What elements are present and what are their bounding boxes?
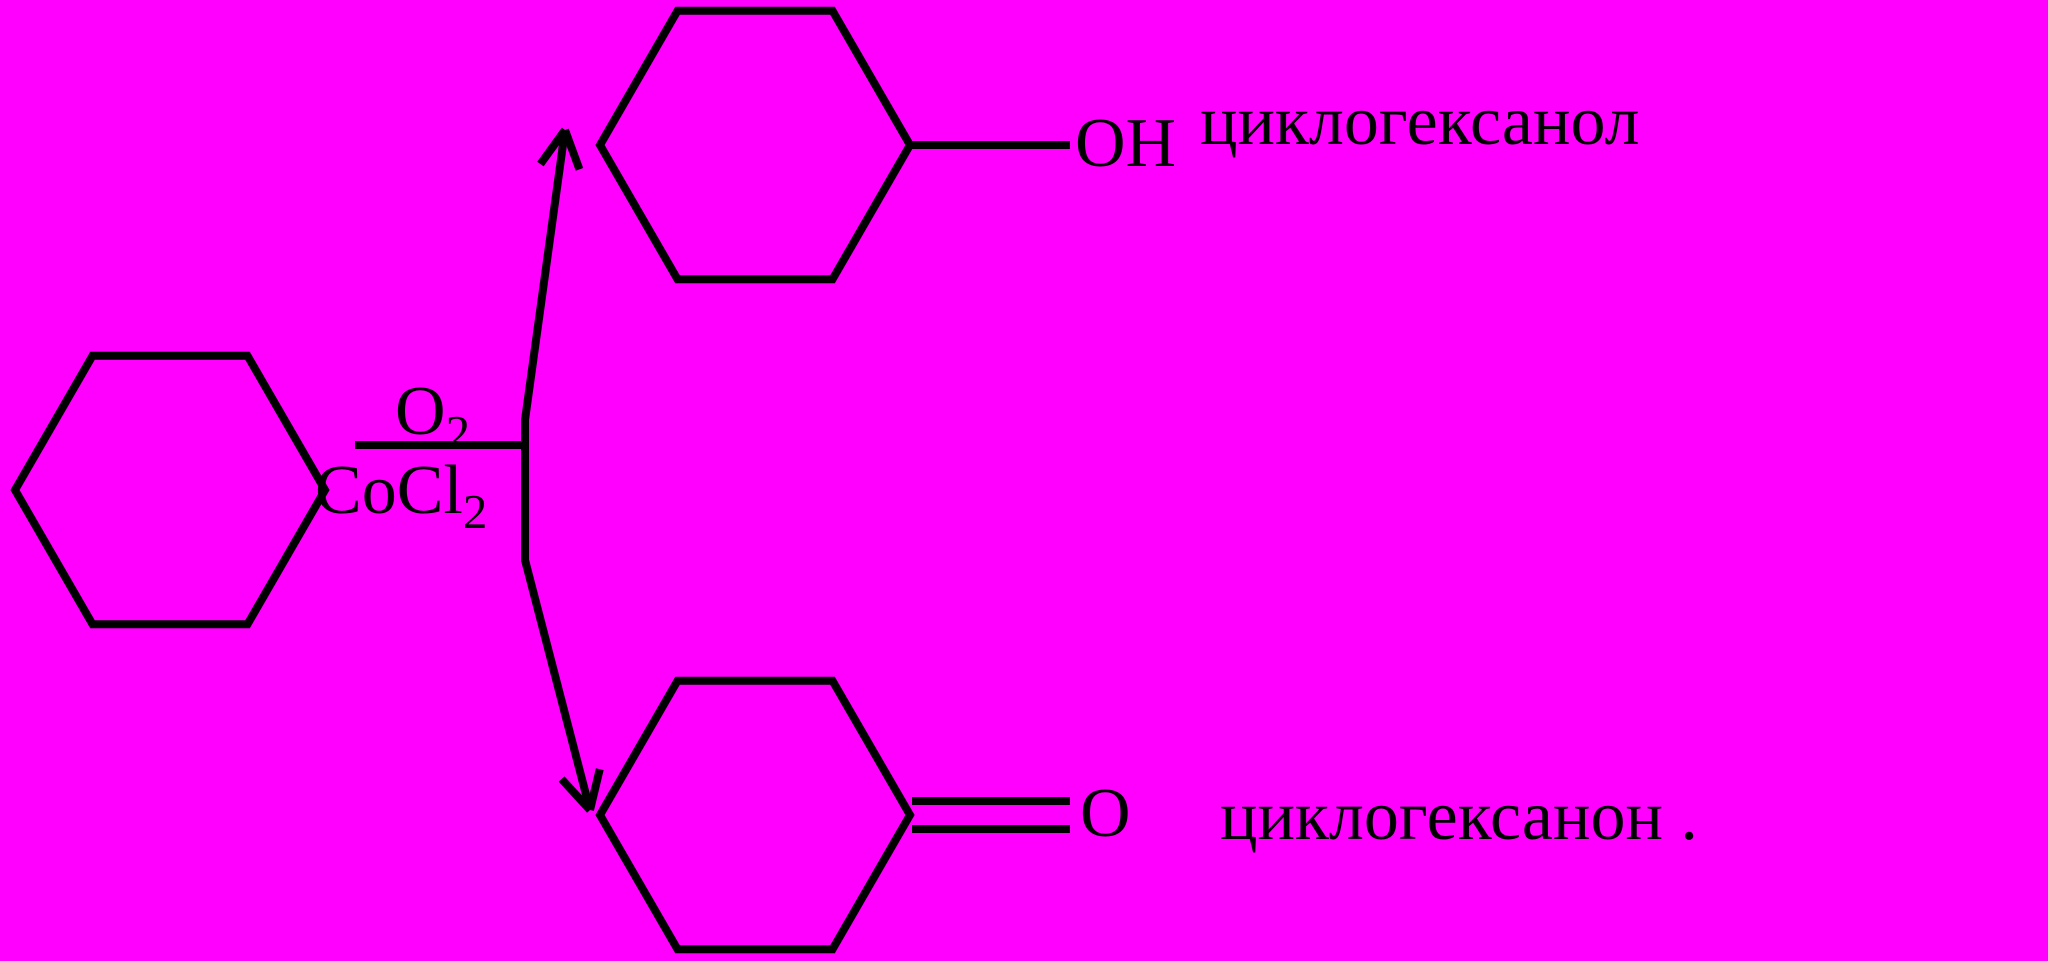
catalyst-label: CoCl2 <box>315 451 487 540</box>
arrow-to-cyclohexanol <box>525 130 565 420</box>
cyclohexanone-ring <box>600 681 910 949</box>
cyclohexanol-ring <box>600 11 910 279</box>
oxygen-label: O <box>1080 774 1131 854</box>
reagent-label: O2 <box>395 372 470 461</box>
diagram-canvas <box>0 0 2048 961</box>
product-top-label: циклогексанол <box>1200 82 1639 162</box>
product-bottom-label: циклогексанон . <box>1220 777 1698 857</box>
hydroxyl-label: OH <box>1075 104 1176 184</box>
arrow-to-cyclohexanone <box>525 560 590 810</box>
cyclohexane-ring <box>15 356 325 624</box>
